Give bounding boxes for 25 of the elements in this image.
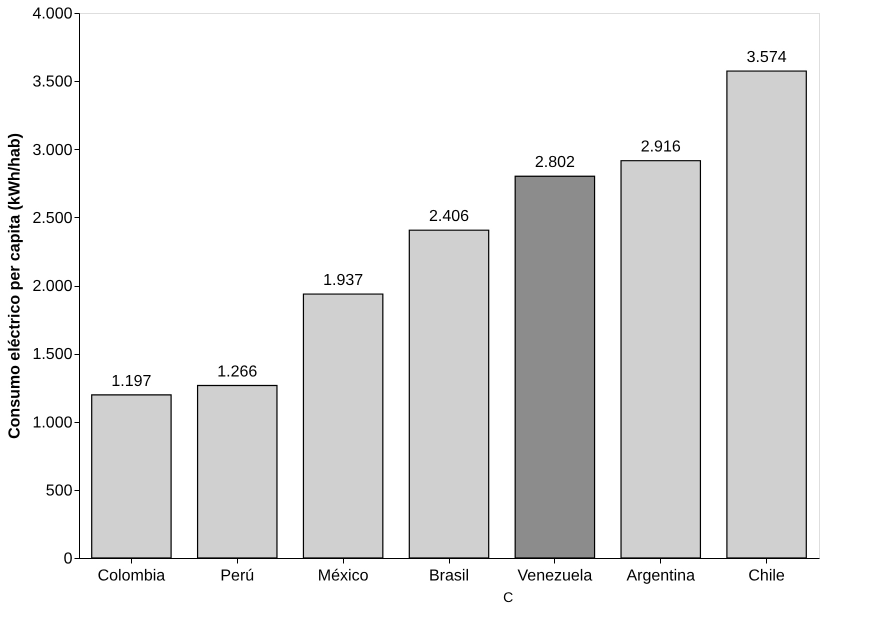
x-tick-label: Venezuela [518, 568, 592, 584]
y-axis-title: Consumo eléctrico per capita (kWh/hab) [6, 133, 24, 439]
y-tick-label: 2.000 [32, 278, 73, 295]
data-label: 3.574 [746, 49, 787, 66]
data-label: 1.266 [217, 364, 258, 381]
text: C [503, 589, 514, 605]
data-label: 2.916 [640, 138, 681, 156]
x-tick-label: Chile [748, 568, 785, 584]
x-tick-label: Argentina [626, 568, 696, 584]
x-tick-label: Colombia [98, 568, 166, 584]
y-tick-label: 1.500 [32, 346, 73, 364]
data-label: 1.937 [323, 272, 364, 290]
y-tick-label: 3.000 [32, 142, 73, 159]
y-tick-label: 0 [64, 550, 73, 568]
y-tick-label: 1.000 [32, 414, 73, 432]
data-label: 2.406 [428, 208, 470, 226]
y-tick-label: 3.500 [32, 74, 73, 91]
data-label: 2.802 [534, 154, 575, 172]
x-tick-label: Brasil [428, 568, 470, 584]
data-label: 1.197 [111, 372, 152, 390]
x-tick-label: Perú [220, 568, 254, 584]
y-tick-label: 2.500 [32, 210, 73, 227]
x-tick-label: México [318, 568, 369, 584]
y-tick-label: 4.000 [32, 6, 73, 22]
y-tick-label: 500 [46, 482, 73, 500]
